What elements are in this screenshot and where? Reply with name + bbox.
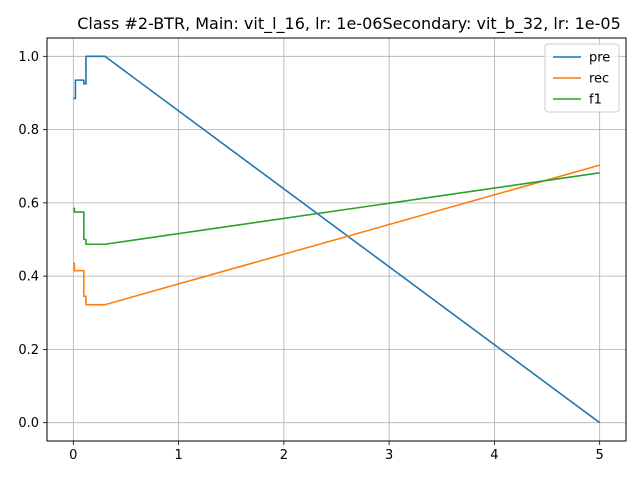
y-tick-label: 0.4 xyxy=(18,270,39,285)
legend-label-f1: f1 xyxy=(589,93,602,108)
series-line-f1 xyxy=(73,172,600,246)
y-tick-label: 1.0 xyxy=(18,50,39,65)
x-tick-label: 0 xyxy=(69,448,77,463)
y-tick-label: 0.8 xyxy=(18,123,39,138)
x-tick-label: 1 xyxy=(174,448,182,463)
y-tick-label: 0.6 xyxy=(18,196,39,211)
x-tick-label: 3 xyxy=(385,448,393,463)
legend-label-pre: pre xyxy=(589,51,610,66)
series-line-rec xyxy=(73,164,600,306)
series-group xyxy=(73,55,601,424)
series-line-pre xyxy=(73,55,601,424)
chart-title: Class #2-BTR, Main: vit_l_16, lr: 1e-06S… xyxy=(77,14,621,34)
legend-label-rec: rec xyxy=(589,72,609,87)
x-tick-label: 2 xyxy=(280,448,288,463)
legend: pre rec f1 xyxy=(544,43,620,113)
axes-frame xyxy=(46,37,627,442)
x-tick-label: 5 xyxy=(596,448,604,463)
y-tick-label: 0.2 xyxy=(18,343,39,358)
legend-box xyxy=(544,43,620,113)
x-tick-label: 4 xyxy=(490,448,498,463)
y-tick-label: 0.0 xyxy=(18,416,39,431)
axis-ticks: 0 1 2 3 4 5 0.0 0.2 0.4 0.6 0.8 1.0 xyxy=(18,50,604,463)
